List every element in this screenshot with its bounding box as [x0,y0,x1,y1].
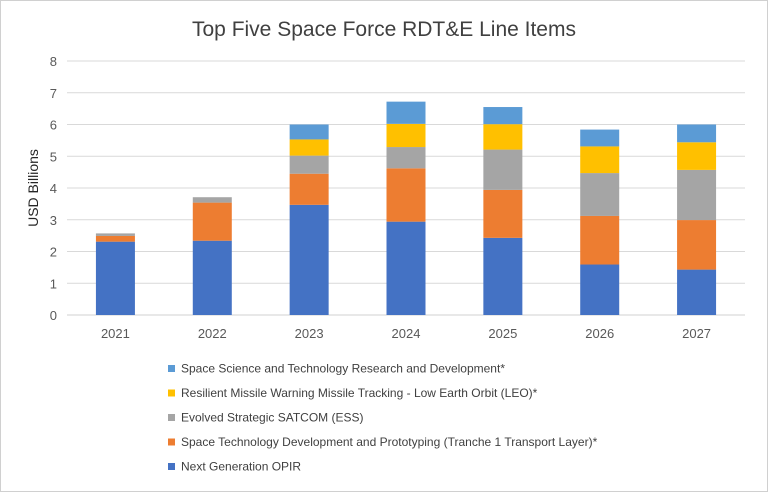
legend-swatch [168,438,175,446]
bar-segment [386,221,426,315]
y-tick-label: 1 [50,276,57,291]
bar-segment [289,173,329,205]
legend-swatch [168,389,175,397]
bar-segment [289,204,329,315]
bar-segment [386,168,426,222]
bar-segment [580,173,620,216]
bar-segment [580,129,620,147]
bar-segment [95,233,135,236]
legend-swatch [168,414,175,421]
bar-segment [677,269,717,315]
bar-segment [483,124,523,150]
bar-segment [95,235,135,242]
x-tick-label: 2023 [295,326,324,341]
x-tick-label: 2021 [101,326,130,341]
legend-label: Evolved Strategic SATCOM (ESS) [181,411,364,425]
x-tick-label: 2026 [585,326,614,341]
y-tick-label: 2 [50,245,57,260]
bar-segment [386,101,426,124]
bar-segment [192,202,232,241]
bar-segment [95,241,135,315]
bar-segment [580,146,620,174]
legend-label: Space Technology Development and Prototy… [181,435,598,449]
legend-label: Space Science and Technology Research an… [181,362,505,376]
bar-segment [192,197,232,203]
bar-segment [677,220,717,270]
legend-swatch [168,463,175,470]
legend-label: Next Generation OPIR [181,460,301,474]
bar-segment [677,124,717,143]
bar-segment [289,155,329,174]
bar-segment [483,107,523,125]
x-tick-label: 2022 [198,326,227,341]
x-tick-label: 2027 [682,326,711,341]
bar-segment [677,169,717,221]
y-axis-label: USD Billions [25,149,41,227]
bar-segment [580,264,620,315]
y-tick-label: 4 [50,181,57,196]
chart-title: Top Five Space Force RDT&E Line Items [192,18,576,41]
y-tick-label: 8 [50,54,57,69]
bar-segment [677,142,717,170]
bar-segment [483,189,523,238]
y-tick-label: 3 [50,213,57,228]
legend-swatch [168,365,175,372]
bar-segment [483,149,523,190]
x-tick-label: 2025 [488,326,517,341]
y-tick-label: 0 [50,308,57,323]
y-tick-label: 7 [50,86,57,101]
bar-segment [386,123,426,148]
x-tick-label: 2024 [392,326,421,341]
y-tick-label: 5 [50,149,57,164]
bar-segment [483,237,523,315]
bar-segment [289,124,329,140]
legend-label: Resilient Missile Warning Missile Tracki… [181,386,538,400]
bar-segment [386,147,426,169]
bar-segment [289,139,329,156]
bar-segment [580,215,620,265]
bar-segment [192,240,232,315]
y-tick-label: 6 [50,118,57,133]
